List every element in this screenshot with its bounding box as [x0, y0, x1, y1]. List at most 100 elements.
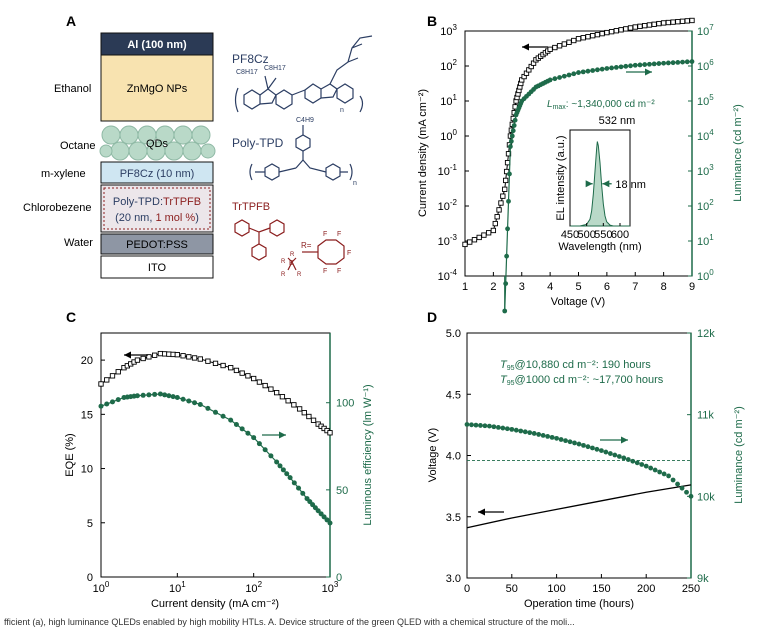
luminous-efficiency-point: [213, 409, 218, 415]
fwhm-arrow-right-head: [602, 180, 610, 188]
layer-ito: [100, 255, 214, 279]
substituent-label: C8H17: [264, 65, 286, 72]
luminance-point: [585, 444, 591, 450]
luminous-efficiency-point: [134, 393, 140, 399]
luminance-point: [491, 424, 497, 430]
luminance-point: [648, 465, 654, 471]
luminance-point: [594, 446, 600, 452]
y2-tick-label: 100: [336, 398, 354, 410]
luminous-efficiency-point: [115, 397, 121, 403]
eqe-point: [306, 413, 312, 420]
current-density-point: [494, 214, 500, 220]
luminance-point: [558, 437, 564, 442]
trtpfb-structure: [234, 219, 345, 271]
luminance-point: [581, 442, 586, 448]
luminance-point: [603, 449, 609, 455]
current-density-point: [504, 160, 511, 166]
current-density-point: [590, 33, 596, 39]
luminous-efficiency-point: [109, 399, 115, 405]
substituent-label: R: [297, 272, 302, 278]
luminance-point: [585, 68, 591, 74]
y-tick-label: 10-4: [438, 268, 458, 283]
luminance-point: [628, 63, 633, 69]
y-tick-label: 10-2: [438, 198, 458, 213]
y-tick-label: 10-1: [438, 163, 458, 178]
luminance-point: [666, 473, 671, 479]
y2-tick-label: 107: [697, 23, 714, 38]
eqe-point: [262, 382, 268, 389]
luminous-efficiency-point: [251, 435, 257, 441]
luminous-efficiency-point: [291, 480, 297, 486]
x-tick-label: 4: [547, 281, 553, 293]
eqe-point: [104, 377, 110, 383]
y-axis-label: EQE (%): [64, 433, 76, 476]
molecule-name: Poly-TPD: [232, 136, 284, 150]
inset-fwhm-label: 18 nm: [615, 179, 646, 191]
x-tick-label: 150: [592, 583, 610, 595]
substituent-label: F: [323, 268, 327, 275]
luminance-point: [563, 438, 568, 444]
luminous-efficiency-point: [140, 392, 146, 398]
current-arrow-head: [522, 43, 529, 51]
y-tick-label: 20: [81, 355, 93, 367]
eqe-arrow-head: [124, 351, 131, 359]
y2-axis-label: Luminance (cd m⁻²): [732, 104, 744, 202]
luminance-point: [507, 171, 512, 177]
current-density-point: [492, 220, 498, 227]
luminance-point: [576, 70, 581, 75]
y2-tick-label: 102: [697, 198, 714, 213]
luminance-point: [625, 457, 631, 462]
molecule-name: TrTPFB: [232, 201, 270, 213]
panel-d: D 0 50 100 150 200 250 3.0 3.5 4.0 4.5 5.0 9k 10k 11k…: [427, 309, 745, 610]
x-tick-label: 50: [506, 583, 518, 595]
luminance-point: [545, 433, 551, 439]
current-density-point: [481, 232, 487, 238]
y-tick-label: 4.0: [446, 451, 461, 463]
luminance-point: [618, 64, 624, 70]
luminance-point: [675, 481, 680, 487]
y2-tick-label: 10k: [697, 491, 715, 503]
y2-tick-label: 101: [697, 233, 714, 248]
x-tick-label: 9: [689, 281, 695, 293]
y2-axis-label: Luminous efficiency (lm W⁻¹): [362, 384, 374, 525]
solvent-label: Octane: [60, 140, 95, 152]
eqe-point: [98, 381, 104, 387]
luminous-efficiency-point: [300, 490, 306, 496]
luminance-point: [604, 66, 610, 71]
luminance-point: [509, 426, 515, 432]
luminance-point: [495, 425, 501, 430]
y2-tick-label: 105: [697, 93, 714, 108]
x-tick-label: 200: [637, 583, 655, 595]
eqe-point: [268, 386, 274, 392]
luminance-point: [557, 75, 562, 80]
luminance-point: [656, 61, 662, 66]
current-density-point: [623, 26, 629, 32]
luminance-point: [639, 462, 645, 467]
y2-tick-label: 106: [697, 58, 714, 73]
y-tick-label: 103: [440, 23, 457, 38]
luminous-efficiency-point: [245, 430, 251, 436]
substituent-label: n: [340, 107, 344, 114]
luminous-efficiency-point: [166, 393, 172, 399]
current-density-point: [594, 32, 601, 38]
luminance-point: [637, 62, 643, 68]
eqe-point: [245, 373, 251, 379]
current-density-point: [613, 28, 619, 34]
eqe-point: [251, 375, 257, 382]
luminance-point: [536, 432, 542, 437]
luminous-efficiency-point: [287, 475, 293, 481]
current-density-point: [585, 34, 591, 40]
luminance-point: [527, 430, 533, 436]
layer-pf8cz: [100, 161, 214, 184]
y-axis-label: Current density (mA cm⁻²): [417, 89, 429, 217]
luminous-efficiency-point: [228, 417, 234, 423]
current-density-point: [571, 37, 577, 44]
y2-tick-label: 103: [697, 163, 714, 178]
eqe-point: [109, 373, 116, 379]
x-tick-label: 1: [462, 281, 468, 293]
luminance-point: [651, 61, 657, 67]
solvent-label: m-xylene: [41, 168, 86, 180]
eqe-point: [166, 351, 172, 357]
